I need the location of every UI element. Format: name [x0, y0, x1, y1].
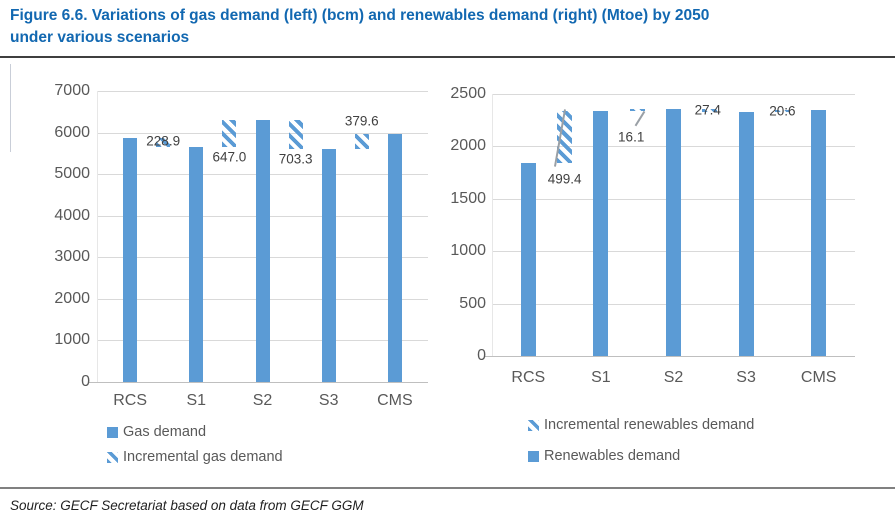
incremental-value-label: 27.4: [694, 102, 721, 118]
bar-rcs: [123, 137, 138, 382]
y-axis-tick: 1000: [54, 331, 90, 349]
figure-title-line1: Figure 6.6. Variations of gas demand (le…: [10, 7, 710, 24]
category-label-s3: S3: [318, 392, 339, 409]
y-axis-tick: 2000: [450, 137, 486, 155]
incremental-value-label: 20:6: [769, 103, 796, 118]
incremental-value-label: 703.3: [278, 151, 313, 167]
gridline: [492, 94, 855, 95]
category-label-s1: S1: [186, 392, 207, 409]
y-axis-tick: 2000: [54, 289, 90, 307]
source-divider: [0, 487, 895, 489]
legend-label: Incremental renewables demand: [544, 417, 755, 433]
incremental-value-label: 499.4: [547, 171, 582, 187]
series-connector-line: [634, 110, 646, 126]
bar-s3: [738, 111, 754, 356]
y-axis-tick: 0: [477, 347, 486, 364]
category-label-s2: S2: [252, 392, 273, 409]
category-label-rcs: RCS: [511, 369, 546, 386]
incremental-value-label: 228.9: [146, 133, 181, 149]
legend-marker-hatched: [107, 452, 118, 463]
incremental-segment-s2-s3: [702, 108, 718, 112]
category-label-s2: S2: [663, 369, 684, 386]
legend-label: Renewables demand: [544, 448, 681, 464]
incremental-segment-s3-cms: [354, 133, 369, 150]
incremental-value-label: 647.0: [212, 149, 247, 165]
category-label-s1: S1: [591, 369, 611, 386]
y-axis-tick: 1000: [450, 242, 486, 260]
legend-label: Incremental gas demand: [123, 449, 283, 465]
bar-cms: [811, 109, 827, 356]
y-axis-tick: 3000: [54, 248, 90, 266]
incremental-segment-s3-cms: [774, 109, 790, 112]
legend-label: Gas demand: [123, 424, 207, 440]
category-label-rcs: RCS: [113, 392, 147, 409]
bar-cms: [387, 133, 402, 382]
title-divider: [0, 56, 895, 58]
y-axis-tick: 7000: [54, 82, 90, 99]
bar-s1: [593, 110, 609, 356]
category-label-cms: CMS: [800, 369, 837, 386]
y-axis-line: [97, 91, 98, 382]
category-label-s3: S3: [736, 369, 756, 386]
incremental-segment-s1-s2: [222, 120, 237, 148]
bar-s3: [321, 149, 336, 382]
y-axis-tick: 500: [459, 294, 486, 312]
incremental-segment-rcs-s1: [156, 137, 171, 148]
y-axis-tick: 1500: [450, 189, 486, 207]
incremental-segment-s1-s2: [629, 108, 645, 112]
category-label-cms: CMS: [377, 392, 413, 409]
legend-marker-solid: [528, 451, 539, 462]
x-axis-zero-line: [484, 356, 855, 357]
gridline: [97, 91, 428, 92]
bar-s2: [255, 120, 270, 382]
incremental-value-label: 379.6: [344, 113, 379, 129]
left-border-artifact: [10, 64, 11, 152]
bar-s2: [666, 108, 681, 356]
x-axis-zero-line: [89, 382, 428, 383]
figure-title: Figure 6.6. Variations of gas demand (le…: [10, 5, 888, 49]
bar-s1: [189, 147, 204, 382]
figure-title-line2: under various scenarios: [10, 29, 190, 46]
figure-source: Source: GECF Secretariat based on data f…: [10, 498, 364, 513]
incremental-segment-s2-s3: [288, 120, 303, 150]
y-axis-tick: 5000: [54, 165, 90, 183]
y-axis-tick: 2500: [450, 85, 486, 102]
legend-marker-solid: [107, 427, 118, 438]
legend-marker-hatched: [528, 420, 539, 431]
y-axis-tick: 0: [81, 373, 90, 390]
y-axis-tick: 6000: [54, 123, 90, 141]
bar-rcs: [520, 162, 536, 356]
y-axis-line: [492, 94, 493, 356]
incremental-value-label: 16.1: [618, 129, 645, 145]
y-axis-tick: 4000: [54, 206, 90, 224]
